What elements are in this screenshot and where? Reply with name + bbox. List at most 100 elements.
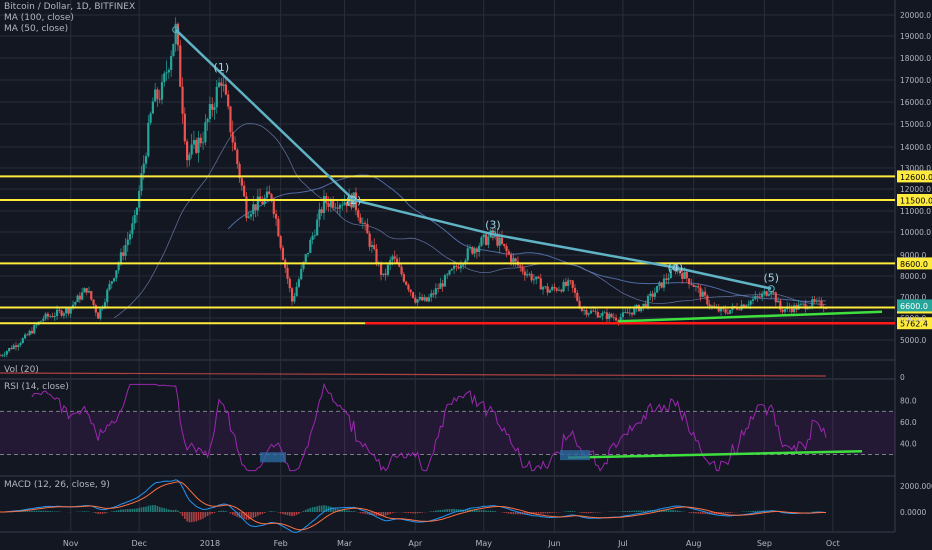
candle-body bbox=[610, 313, 613, 318]
candle-body bbox=[199, 137, 202, 144]
macd-histogram-bar bbox=[174, 509, 177, 512]
candle-body bbox=[774, 292, 777, 303]
candle-body bbox=[23, 334, 27, 339]
candle-body bbox=[320, 209, 323, 213]
candle-body bbox=[243, 185, 246, 197]
candle-body bbox=[690, 284, 693, 285]
candle-body bbox=[151, 101, 154, 114]
candle-body bbox=[761, 293, 764, 298]
candle-body bbox=[286, 267, 289, 279]
candle-body bbox=[115, 270, 118, 279]
macd-histogram-bar bbox=[672, 510, 674, 512]
candle-body bbox=[156, 89, 159, 99]
ma50-legend[interactable]: MA (50, close) bbox=[4, 24, 69, 34]
macd-histogram-bar bbox=[170, 509, 172, 512]
candle-body bbox=[669, 268, 672, 279]
candle-body bbox=[528, 273, 531, 275]
candle-body bbox=[464, 260, 467, 265]
macd-histogram-bar bbox=[113, 511, 115, 512]
macd-histogram-bar bbox=[56, 511, 58, 512]
candle-body bbox=[167, 70, 170, 73]
macd-histogram-bar bbox=[487, 510, 490, 512]
candle-body bbox=[172, 43, 175, 56]
ma100-legend[interactable]: MA (100, close) bbox=[4, 13, 74, 23]
macd-histogram-bar bbox=[209, 512, 211, 515]
level-price-label: 11500.0 bbox=[900, 197, 932, 206]
candle-body bbox=[658, 282, 661, 286]
macd-legend[interactable]: MACD (12, 26, close, 9) bbox=[4, 480, 110, 490]
candle-body bbox=[772, 292, 775, 294]
wave-label: (1) bbox=[214, 61, 230, 74]
volume-legend[interactable]: Vol (20) bbox=[4, 365, 39, 375]
candle-body bbox=[457, 267, 460, 269]
candle-body bbox=[660, 282, 663, 288]
candle-body bbox=[366, 223, 369, 234]
macd-histogram-bar bbox=[259, 512, 261, 515]
macd-histogram-bar bbox=[492, 510, 494, 512]
macd-histogram-bar bbox=[482, 510, 485, 512]
macd-histogram-bar bbox=[439, 509, 442, 512]
rsi-legend[interactable]: RSI (14, close) bbox=[4, 382, 69, 392]
macd-histogram-bar bbox=[49, 511, 51, 512]
rsi-oversold-marker bbox=[260, 452, 286, 463]
candle-body bbox=[99, 308, 102, 319]
level-price-label: 5762.4 bbox=[900, 320, 928, 329]
symbol-title[interactable]: Bitcoin / Dollar, 1D, BITFINEX bbox=[4, 2, 136, 12]
candle-body bbox=[462, 264, 465, 266]
macd-histogram-bar bbox=[106, 512, 109, 513]
macd-histogram-bar bbox=[551, 512, 553, 513]
candle-body bbox=[46, 313, 50, 317]
candle-body bbox=[53, 315, 56, 317]
macd-histogram-bar bbox=[282, 512, 284, 515]
candle-body bbox=[35, 324, 38, 326]
candle-body bbox=[190, 144, 193, 155]
price-tick-label: 10000.0 bbox=[900, 228, 931, 237]
candle-body bbox=[697, 286, 700, 288]
macd-histogram-bar bbox=[633, 510, 636, 512]
candle-body bbox=[336, 207, 339, 209]
candle-body bbox=[204, 122, 207, 143]
level-price-tag bbox=[897, 317, 932, 330]
macd-histogram-bar bbox=[35, 510, 38, 512]
macd-histogram-bar bbox=[154, 505, 156, 512]
macd-histogram-bar bbox=[720, 512, 722, 514]
candle-body bbox=[215, 86, 218, 108]
time-tick-label: Feb bbox=[274, 539, 288, 548]
macd-histogram-bar bbox=[83, 511, 86, 512]
candle-body bbox=[548, 290, 552, 293]
candle-body bbox=[131, 223, 134, 234]
candle-body bbox=[69, 307, 72, 314]
macd-histogram-bar bbox=[325, 505, 328, 512]
candle-body bbox=[76, 295, 79, 302]
macd-histogram-bar bbox=[371, 512, 373, 516]
macd-histogram-bar bbox=[594, 512, 597, 513]
macd-histogram-bar bbox=[638, 510, 640, 512]
candle-body bbox=[373, 245, 376, 250]
candle-body bbox=[322, 196, 326, 213]
candle-body bbox=[484, 234, 488, 245]
macd-histogram-bar bbox=[676, 510, 679, 512]
rsi-rising-line bbox=[567, 449, 863, 459]
macd-histogram-bar bbox=[453, 508, 455, 512]
candle-body bbox=[802, 303, 805, 305]
macd-histogram-bar bbox=[92, 512, 95, 513]
candle-body bbox=[608, 313, 611, 320]
macd-histogram-bar bbox=[268, 511, 271, 512]
macd-histogram-bar bbox=[539, 512, 542, 514]
macd-histogram-bar bbox=[466, 509, 469, 512]
macd-histogram-bar bbox=[435, 510, 437, 512]
macd-histogram-bar bbox=[626, 510, 629, 512]
candle-body bbox=[192, 140, 196, 145]
macd-histogram-bar bbox=[457, 509, 460, 512]
macd-histogram-bar bbox=[565, 511, 567, 512]
macd-histogram-bar bbox=[510, 512, 512, 515]
candle-body bbox=[277, 218, 280, 237]
candle-body bbox=[635, 305, 638, 308]
macd-histogram-bar bbox=[298, 512, 300, 514]
macd-histogram-bar bbox=[348, 510, 350, 512]
macd-histogram-bar bbox=[729, 512, 731, 513]
candle-body bbox=[560, 289, 563, 292]
candle-body bbox=[359, 217, 362, 224]
macd-histogram-bar bbox=[364, 512, 366, 514]
